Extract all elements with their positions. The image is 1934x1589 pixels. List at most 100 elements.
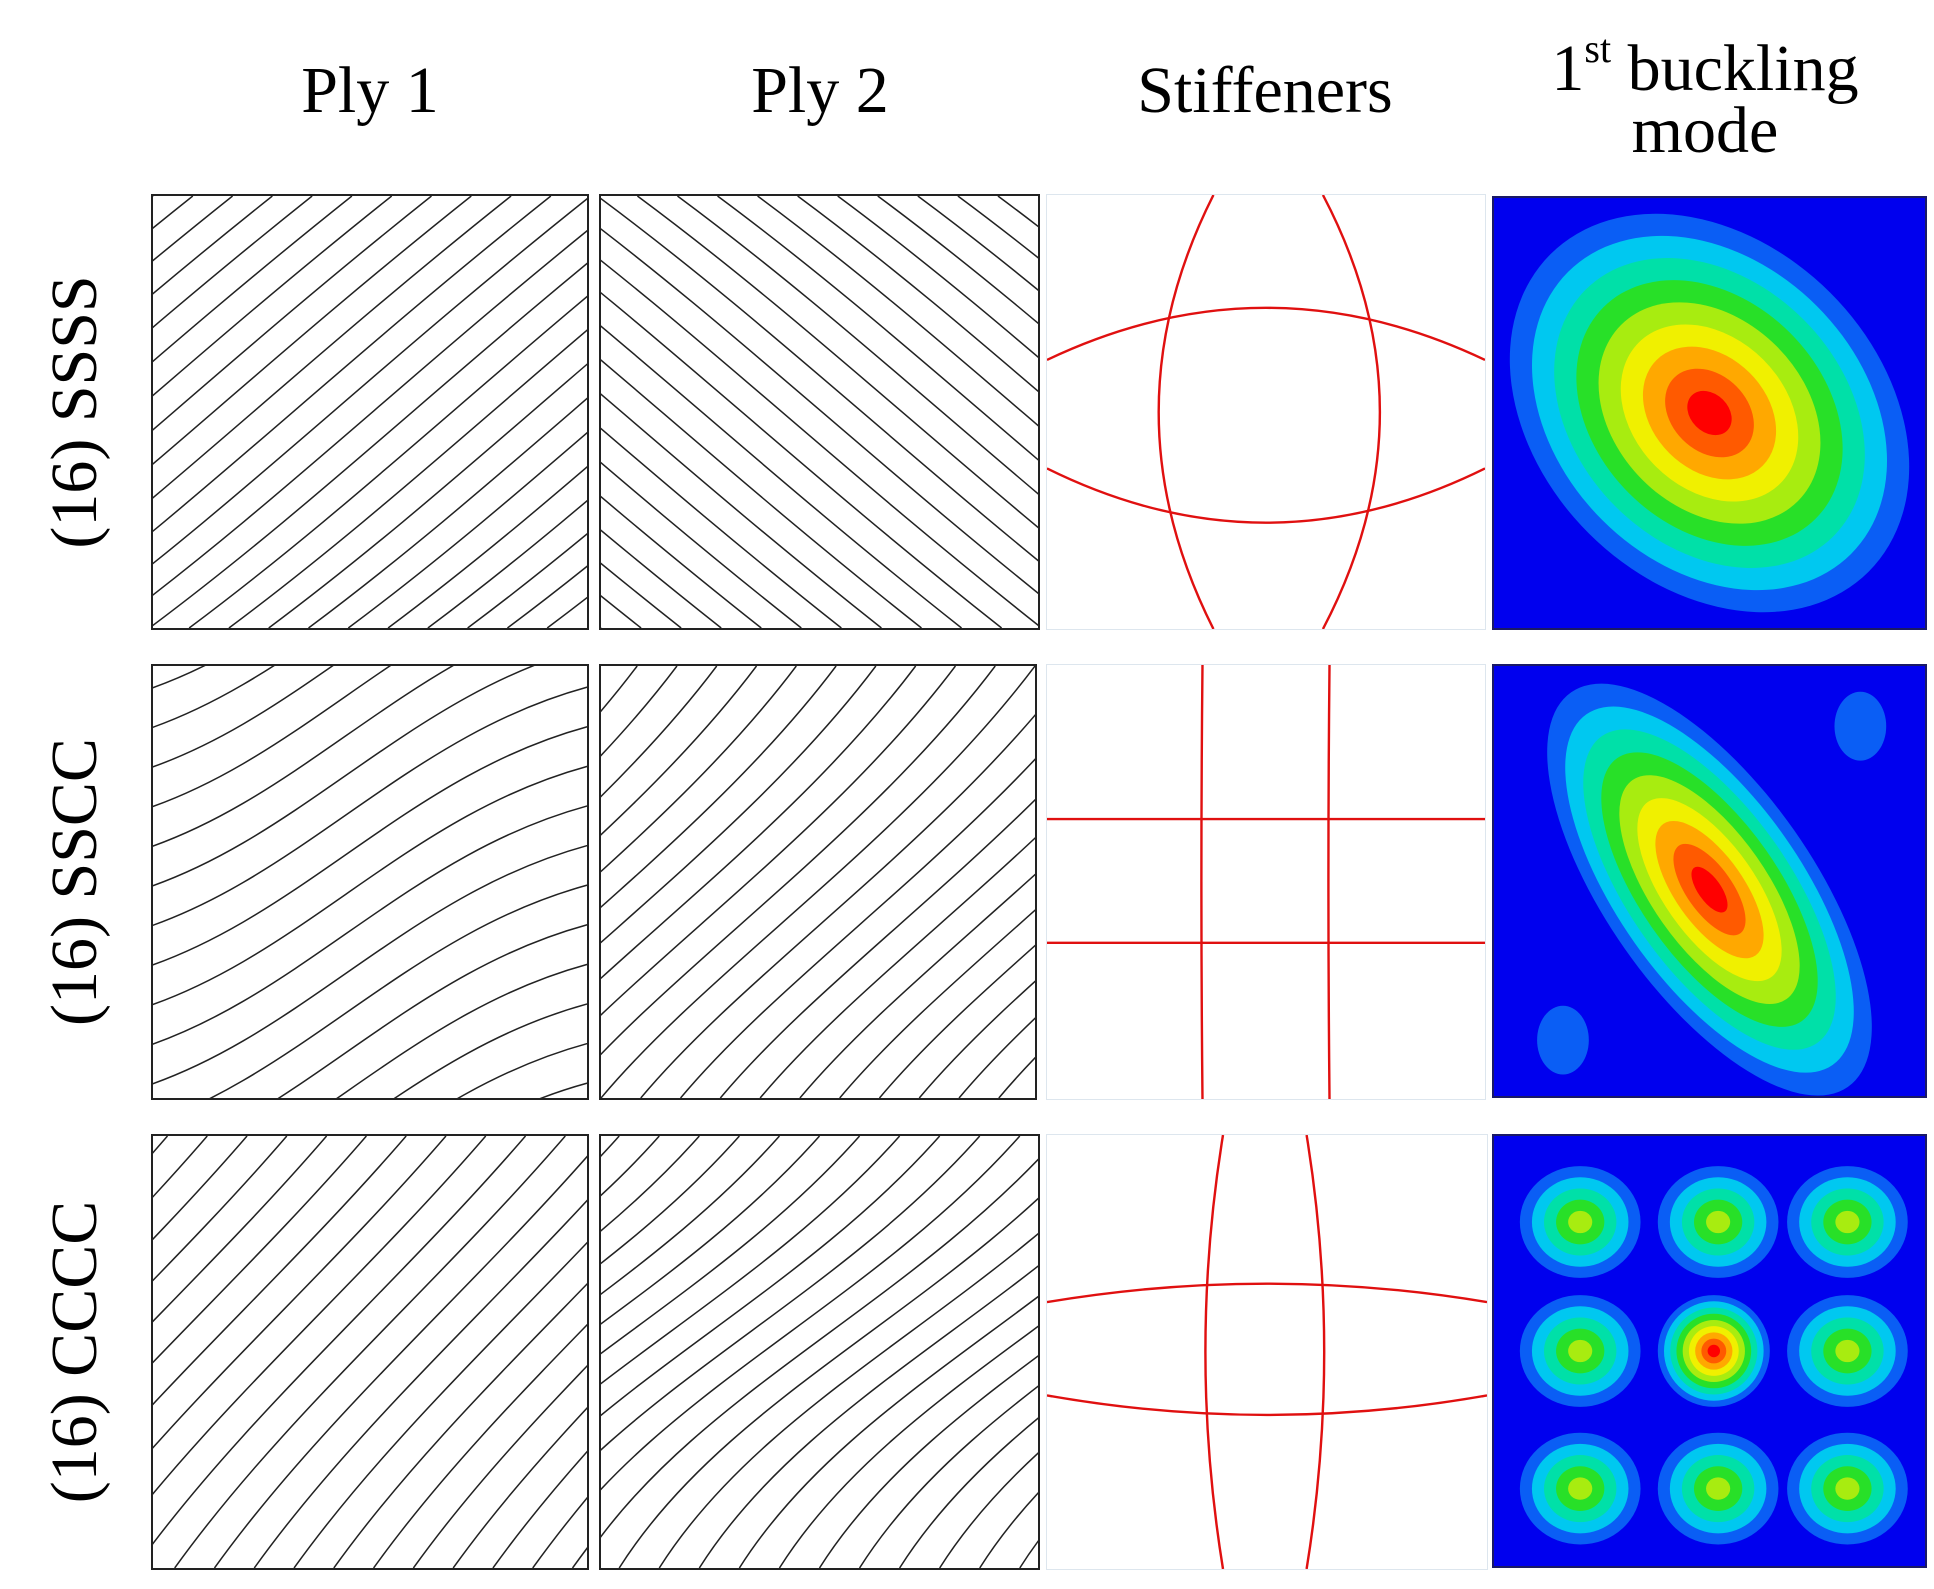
fiber-path	[209, 884, 587, 1098]
fiber-path	[917, 196, 1038, 291]
fiber-path	[457, 1042, 587, 1098]
fiber-path	[153, 765, 587, 1006]
fiber-path	[412, 1365, 587, 1568]
ply1-fiber-paths-row2	[153, 666, 587, 1098]
fiber-path	[677, 196, 1038, 495]
fiber-path	[601, 666, 718, 798]
ply1-panel-row1	[151, 194, 589, 630]
fiber-path	[601, 666, 678, 757]
fiber-path	[427, 499, 587, 628]
fiber-path	[601, 1136, 1021, 1491]
fiber-path	[601, 666, 638, 713]
contour-band	[1568, 1477, 1593, 1500]
stiffener-layout-row3	[1047, 1135, 1487, 1569]
fiber-path	[618, 1197, 1038, 1568]
stiffeners-panel-row2	[1046, 664, 1486, 1100]
ply1-panel-row3	[151, 1134, 589, 1570]
contour-band	[1568, 1210, 1593, 1234]
stiffener-v2	[1305, 1135, 1326, 1569]
fiber-path	[601, 325, 963, 628]
buckling-mode-header-line2: mode	[1631, 94, 1779, 167]
mode-contour-row2	[1537, 683, 1887, 1096]
fiber-path	[601, 259, 1038, 627]
fiber-path	[797, 196, 1038, 393]
row-label-cccc: (16) CCCC	[38, 1200, 111, 1504]
contour-band	[1706, 1210, 1731, 1234]
fiber-path	[679, 758, 1035, 1098]
fiber-path	[467, 533, 587, 628]
fiber-path	[957, 196, 1038, 259]
fiber-path	[719, 798, 1035, 1098]
fiber-path	[153, 196, 313, 329]
stiffener-v2	[1327, 665, 1331, 1099]
fiber-path	[636, 196, 1038, 529]
stiffener-v2	[1321, 195, 1382, 629]
fiber-path	[601, 529, 722, 628]
fiber-path	[153, 1136, 208, 1198]
fiber-path	[153, 666, 334, 768]
fiber-path	[153, 262, 587, 627]
fiber-path	[601, 1136, 781, 1295]
fiber-path	[506, 565, 587, 628]
fiber-path	[153, 1136, 328, 1323]
fiber-path	[778, 1325, 1038, 1568]
fiber-path	[153, 666, 392, 808]
fiber-path	[998, 1056, 1035, 1098]
fiber-path	[213, 1155, 587, 1568]
fiber-path	[698, 1265, 1038, 1568]
fiber-path	[336, 963, 587, 1098]
fiber-path	[188, 295, 587, 628]
contour-band	[1706, 1477, 1731, 1500]
ply2-panel-row1	[599, 194, 1040, 630]
fiber-path	[153, 805, 587, 1045]
fiber-path	[347, 431, 587, 628]
ply2-fiber-paths-row3	[601, 1136, 1038, 1568]
fiber-path	[858, 1385, 1038, 1568]
fiber-path	[601, 666, 1035, 1098]
fiber-path	[153, 666, 535, 887]
fiber-path	[153, 196, 273, 295]
fiber-path	[601, 666, 837, 909]
fiber-path	[546, 596, 587, 628]
fiber-path	[601, 666, 758, 836]
ply1-fiber-paths-row1	[153, 196, 587, 628]
fiber-path	[601, 461, 802, 628]
fiber-path	[153, 1136, 169, 1154]
mode-contour-row1	[1494, 198, 1925, 628]
contour-band	[1835, 1339, 1860, 1363]
fiber-path	[228, 329, 587, 628]
fiber-path	[601, 1136, 901, 1385]
row-label-sssss: (16) SSSS	[38, 275, 111, 549]
buckling-mode-header: 1st buckling mode	[1480, 0, 1930, 180]
stiffener-h2	[1047, 1394, 1487, 1417]
fiber-path	[601, 1136, 981, 1451]
fiber-path	[153, 844, 587, 1085]
fiber-path	[601, 1136, 821, 1325]
ply2-panel-row2	[599, 664, 1037, 1100]
fiber-path	[601, 666, 797, 873]
fiber-path	[393, 1003, 587, 1098]
fiber-path	[799, 873, 1035, 1098]
fiber-path	[601, 1136, 861, 1355]
stiffener-layout-row2	[1047, 665, 1485, 1099]
fiber-path	[153, 1136, 447, 1449]
fiber-path	[601, 495, 762, 628]
buckling-mode-panel-row2	[1492, 664, 1927, 1098]
buckling-mode-panel-row1	[1492, 196, 1927, 630]
fiber-path	[717, 196, 1038, 461]
fiber-path	[601, 197, 1038, 562]
fiber-path	[387, 466, 587, 628]
fiber-path	[640, 714, 1035, 1098]
contour-band	[1537, 1005, 1589, 1075]
ply2-panel-row3	[599, 1134, 1040, 1570]
fiber-path	[601, 666, 957, 1016]
fiber-path	[939, 1452, 1038, 1568]
ply2-header: Ply 2	[751, 54, 889, 127]
fiber-path	[153, 1136, 527, 1545]
fiber-path	[601, 1136, 660, 1197]
fiber-path	[997, 196, 1038, 228]
ply1-fiber-paths-row3	[153, 1136, 587, 1568]
fiber-path	[601, 228, 1038, 595]
contour-band	[1835, 1477, 1860, 1500]
fiber-path	[153, 1136, 248, 1241]
